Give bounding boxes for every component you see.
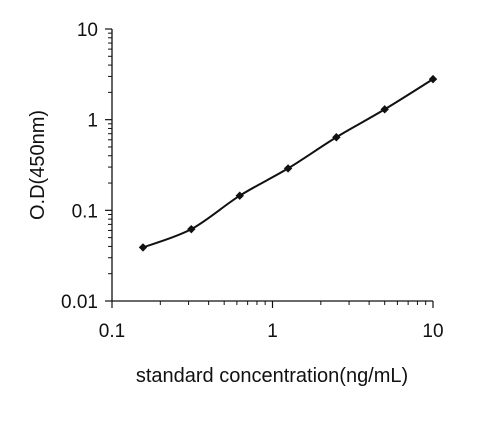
data-point-marker	[138, 243, 148, 252]
x-tick-label: 10	[422, 321, 443, 342]
data-point-marker	[380, 105, 389, 114]
y-tick-label: 10	[77, 20, 98, 41]
data-point-marker	[428, 74, 438, 84]
data-point-marker	[283, 164, 293, 173]
y-tick-label: 0.01	[61, 292, 98, 313]
x-axis-title: standard concentration(ng/mL)	[136, 365, 408, 387]
axes-layer	[111, 29, 433, 302]
x-tick-label: 0.1	[99, 321, 125, 342]
series-line	[142, 78, 434, 249]
data-point-marker	[187, 224, 196, 234]
y-tick-label: 1	[87, 111, 98, 132]
y-tick-label: 0.1	[72, 201, 98, 222]
series-layer	[138, 74, 438, 252]
y-axis-title: O.D(450nm)	[27, 110, 49, 220]
data-point-marker	[235, 191, 244, 200]
ticks-layer	[105, 28, 434, 308]
data-point-marker	[332, 133, 341, 142]
x-tick-label: 1	[267, 321, 278, 342]
